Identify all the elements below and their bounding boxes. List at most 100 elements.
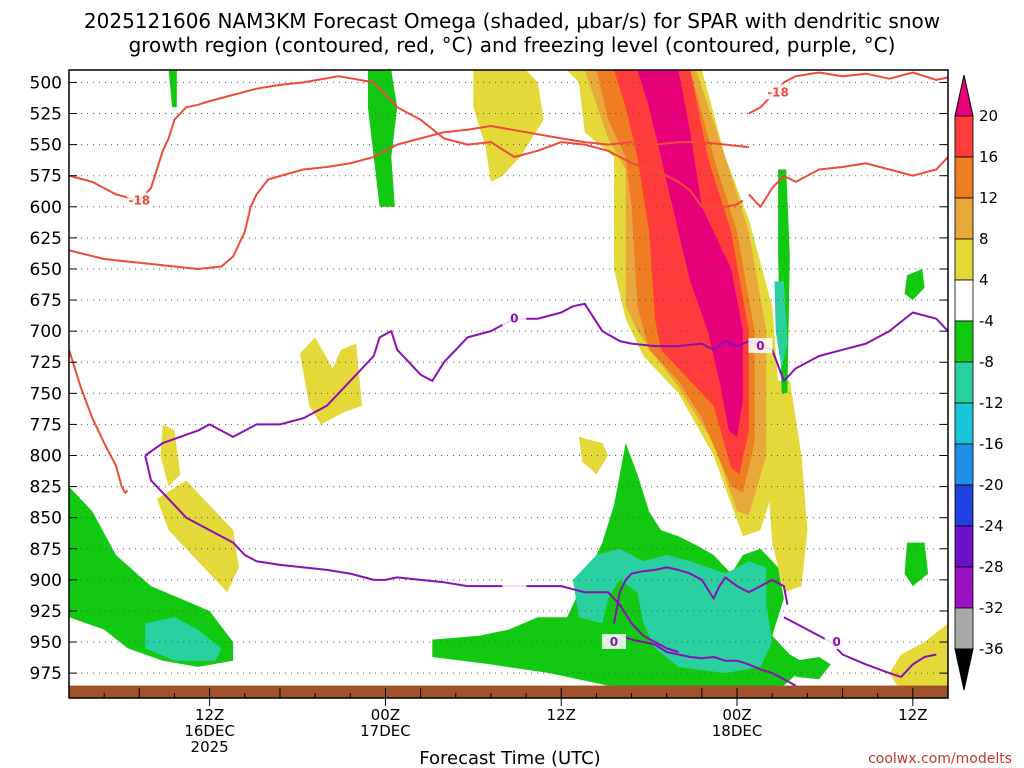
freezing-label-right-bg bbox=[824, 634, 849, 650]
omega-region-7 bbox=[299, 337, 362, 425]
colorbar-swatch-9 bbox=[954, 443, 974, 486]
omega-region-20 bbox=[145, 617, 222, 661]
colorbar: 20 16 12 8 4 -4 -8 -12 -16 -20 -24 -28 -32 -36 bbox=[954, 74, 1004, 691]
x-axis-label: Forecast Time (UTC) bbox=[419, 748, 600, 768]
omega-region-11 bbox=[889, 623, 948, 692]
omega-region-19 bbox=[795, 657, 831, 680]
y-tick-label-675: 675 bbox=[30, 291, 62, 311]
freezing-label-right: 0 bbox=[832, 635, 840, 649]
colorbar-label-0: 20 bbox=[979, 107, 998, 125]
y-tick-label-850: 850 bbox=[30, 509, 62, 529]
colorbar-swatch-1 bbox=[954, 115, 974, 158]
colorbar-label-7: -12 bbox=[979, 394, 1004, 412]
omega-region-6 bbox=[766, 380, 808, 593]
freezing-label-mid-bg bbox=[748, 338, 773, 354]
colorbar-label-9: -20 bbox=[979, 476, 1004, 494]
x-tick-label-2-0: 12Z bbox=[547, 706, 576, 724]
colorbar-swatch-13 bbox=[954, 607, 974, 650]
y-tick-label-625: 625 bbox=[30, 229, 62, 249]
omega-region-3 bbox=[614, 70, 749, 475]
y-tick-label-525: 525 bbox=[30, 105, 62, 125]
y-tick-label-500: 500 bbox=[30, 73, 62, 93]
colorbar-label-4: 4 bbox=[979, 271, 989, 289]
colorbar-swatch-8 bbox=[954, 402, 974, 445]
y-tick-label-875: 875 bbox=[30, 540, 62, 560]
isotherm-minus18-lower bbox=[69, 125, 749, 270]
y-axis: 500 525 550 575 600 625 650 675 700 725 750 775 800 8… bbox=[30, 73, 948, 684]
omega-region-13 bbox=[168, 70, 177, 108]
colorbar-swatch-4 bbox=[954, 238, 974, 281]
isotherm-label-left-bg bbox=[127, 192, 152, 208]
y-tick-label-600: 600 bbox=[30, 198, 62, 218]
x-tick-label-4-0: 12Z bbox=[898, 706, 927, 724]
y-tick-label-800: 800 bbox=[30, 447, 62, 467]
omega-region-10 bbox=[578, 436, 609, 475]
y-tick-label-975: 975 bbox=[30, 664, 62, 684]
x-tick-label-0-0: 12Z bbox=[195, 706, 224, 724]
terrain-strip bbox=[69, 685, 948, 698]
x-tick-label-0-1: 16DEC bbox=[184, 722, 235, 740]
colorbar-label-11: -28 bbox=[979, 558, 1004, 576]
freezing-level-loop1 bbox=[613, 566, 789, 624]
colorbar-swatch-10 bbox=[954, 484, 974, 527]
plot-area: -18 -18 0 0 0 0 bbox=[68, 69, 949, 699]
freezing-label-upper: 0 bbox=[510, 312, 518, 326]
freezing-label-loop-bg bbox=[601, 634, 626, 650]
y-tick-label-825: 825 bbox=[30, 478, 62, 498]
isotherm-minus18-right bbox=[748, 156, 948, 208]
y-tick-label-575: 575 bbox=[30, 167, 62, 187]
omega-region-4 bbox=[637, 70, 743, 437]
freezing-label-loop: 0 bbox=[610, 635, 618, 649]
colorbar-label-6: -8 bbox=[979, 353, 994, 371]
colorbar-swatch-14 bbox=[954, 648, 974, 691]
y-tick-label-775: 775 bbox=[30, 415, 62, 435]
omega-region-12 bbox=[367, 70, 398, 207]
isotherm-label-left: -18 bbox=[128, 194, 150, 208]
omega-region-22 bbox=[774, 281, 788, 369]
plot-frame bbox=[68, 69, 949, 699]
omega-region-9 bbox=[156, 480, 239, 593]
y-tick-label-750: 750 bbox=[30, 384, 62, 404]
colorbar-swatch-2 bbox=[954, 156, 974, 199]
chart-title-line1: 2025121606 NAM3KM Forecast Omega (shaded… bbox=[84, 9, 940, 33]
omega-region-15 bbox=[904, 269, 925, 301]
colorbar-label-8: -16 bbox=[979, 435, 1004, 453]
x-tick-label-0-2: 2025 bbox=[191, 738, 229, 756]
omega-region-21 bbox=[573, 548, 773, 674]
y-tick-label-925: 925 bbox=[30, 602, 62, 622]
omega-region-5 bbox=[473, 70, 544, 182]
colorbar-swatch-5 bbox=[954, 279, 974, 322]
y-tick-label-550: 550 bbox=[30, 136, 62, 156]
x-tick-label-1-0: 00Z bbox=[371, 706, 400, 724]
colorbar-label-10: -24 bbox=[979, 517, 1004, 535]
x-tick-label-3-1: 18DEC bbox=[712, 722, 763, 740]
colorbar-swatch-11 bbox=[954, 525, 974, 568]
freezing-label-mid: 0 bbox=[756, 339, 764, 353]
colorbar-label-13: -36 bbox=[979, 640, 1004, 658]
isotherm-label-right-bg bbox=[766, 84, 791, 100]
y-tick-label-650: 650 bbox=[30, 260, 62, 280]
x-tick-label-3-0: 00Z bbox=[722, 706, 751, 724]
omega-region-8 bbox=[160, 424, 181, 487]
colorbar-swatch-7 bbox=[954, 361, 974, 404]
y-tick-label-700: 700 bbox=[30, 322, 62, 342]
colorbar-label-1: 16 bbox=[979, 148, 998, 166]
colorbar-label-5: -4 bbox=[979, 312, 994, 330]
y-tick-label-950: 950 bbox=[30, 633, 62, 653]
freezing-level-upper bbox=[144, 302, 948, 457]
x-tick-label-1-1: 17DEC bbox=[360, 722, 411, 740]
colorbar-swatch-0 bbox=[954, 74, 974, 117]
colorbar-swatch-3 bbox=[954, 197, 974, 240]
plot-inner: -18 -18 0 0 0 0 bbox=[69, 70, 948, 698]
y-tick-label-725: 725 bbox=[30, 353, 62, 373]
isotherm-label-right: -18 bbox=[767, 85, 789, 99]
colorbar-label-2: 12 bbox=[979, 189, 998, 207]
omega-region-16 bbox=[904, 542, 929, 587]
isotherm-minus18-left bbox=[69, 349, 129, 494]
credit-label: coolwx.com/modelts bbox=[868, 751, 1012, 767]
freezing-level-loop2 bbox=[619, 634, 797, 687]
omega-region-17 bbox=[69, 486, 234, 667]
freezing-label-upper-bg bbox=[502, 310, 527, 326]
